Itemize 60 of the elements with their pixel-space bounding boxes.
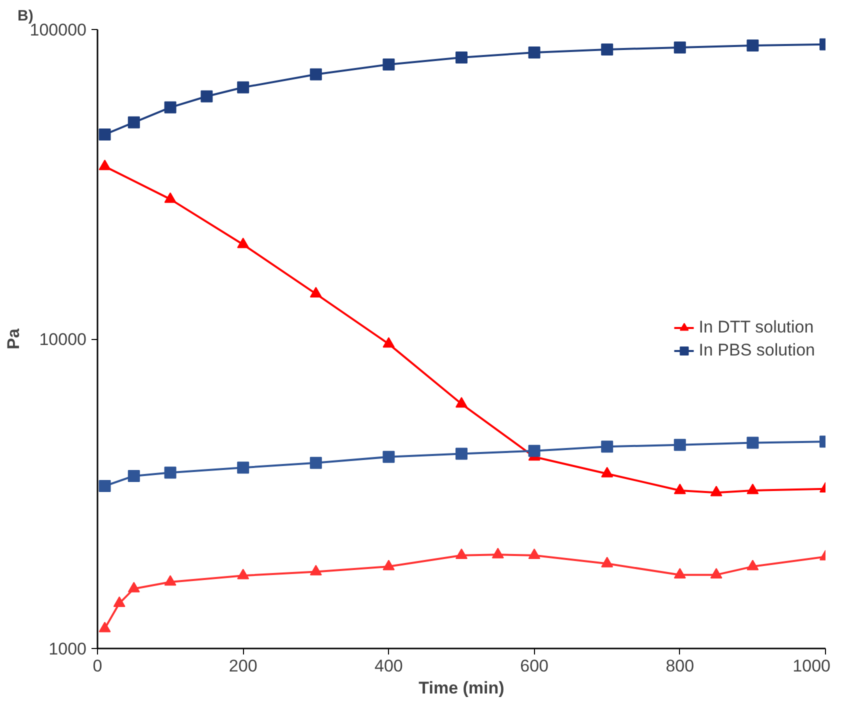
point bbox=[382, 560, 395, 570]
point bbox=[601, 440, 614, 453]
point bbox=[164, 575, 176, 586]
point bbox=[528, 46, 540, 58]
y-tick-label: 10000 bbox=[39, 330, 87, 349]
x-tick-label: 1000 bbox=[792, 656, 831, 676]
point bbox=[528, 548, 540, 560]
point bbox=[98, 128, 111, 140]
point bbox=[237, 81, 250, 94]
x-tick-label: 400 bbox=[374, 656, 403, 676]
point bbox=[528, 444, 540, 457]
point bbox=[310, 68, 322, 80]
point bbox=[601, 556, 614, 568]
point bbox=[710, 486, 722, 496]
point bbox=[601, 43, 614, 56]
point bbox=[674, 568, 686, 578]
point bbox=[492, 548, 504, 558]
point bbox=[674, 41, 686, 54]
point bbox=[98, 480, 111, 492]
point bbox=[456, 448, 468, 460]
point bbox=[310, 286, 322, 298]
point bbox=[746, 560, 759, 570]
point bbox=[674, 484, 686, 494]
point bbox=[128, 470, 140, 482]
point bbox=[746, 484, 759, 494]
point bbox=[746, 39, 759, 52]
point bbox=[710, 568, 722, 578]
point bbox=[382, 450, 395, 463]
point bbox=[200, 90, 213, 102]
legend-label: In PBS solution bbox=[698, 340, 815, 360]
x-tick-label: 0 bbox=[92, 656, 102, 676]
text: B) bbox=[18, 8, 34, 24]
point bbox=[98, 622, 111, 632]
point bbox=[98, 160, 111, 170]
x-tick-label: 200 bbox=[228, 656, 258, 676]
point bbox=[456, 51, 468, 64]
x-tick-label: 600 bbox=[520, 656, 548, 676]
point bbox=[601, 466, 614, 478]
x-axis-title: Time (min) bbox=[418, 678, 504, 698]
point bbox=[237, 568, 250, 580]
point bbox=[382, 337, 395, 348]
point bbox=[674, 438, 686, 451]
y-tick-label: 1000 bbox=[48, 640, 87, 658]
point bbox=[310, 564, 322, 576]
point bbox=[164, 101, 176, 114]
point bbox=[128, 116, 140, 128]
legend-label: In DTT solution bbox=[698, 317, 814, 337]
point bbox=[456, 397, 468, 408]
point bbox=[310, 456, 322, 469]
point bbox=[113, 596, 126, 607]
y-axis-title: Pa bbox=[4, 328, 23, 350]
x-tick-label: 800 bbox=[666, 656, 694, 676]
point bbox=[237, 238, 250, 248]
point bbox=[456, 548, 468, 560]
point bbox=[746, 436, 759, 449]
point bbox=[164, 192, 176, 203]
point bbox=[164, 466, 176, 479]
point bbox=[237, 462, 250, 474]
point bbox=[382, 58, 395, 70]
point bbox=[128, 582, 140, 592]
